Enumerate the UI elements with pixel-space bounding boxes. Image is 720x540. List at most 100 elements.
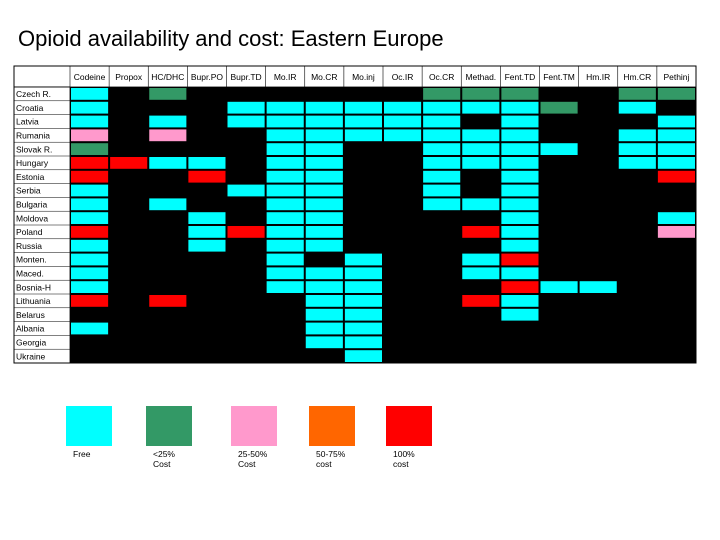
grid-cell [266, 253, 304, 266]
grid-cell [657, 88, 695, 100]
column-header: Hm.IR [586, 72, 610, 82]
legend-swatch [386, 406, 432, 446]
grid-cell [501, 170, 539, 183]
grid-cell [227, 184, 265, 197]
grid-cell [423, 115, 461, 128]
grid-cell [462, 267, 500, 280]
grid-cell [305, 295, 343, 307]
grid-cell [501, 308, 539, 321]
grid-cell [501, 226, 539, 238]
column-header: Fent.TM [543, 72, 575, 82]
grid-cell [266, 239, 304, 252]
row-label: Slovak R. [16, 144, 52, 154]
grid-cell [540, 281, 578, 293]
grid-cell [305, 336, 343, 349]
row-label: Lithuania [16, 296, 51, 306]
grid-cell [501, 88, 539, 100]
grid-cell [618, 88, 656, 100]
legend-swatch [66, 406, 112, 446]
grid-cell [618, 101, 656, 114]
grid-cell [266, 226, 304, 238]
grid-cell [657, 170, 695, 183]
grid-cell [423, 129, 461, 142]
grid-cell [344, 129, 382, 142]
grid-cell [305, 157, 343, 169]
grid-cell [110, 157, 148, 169]
grid-cell [501, 253, 539, 266]
grid-cell [149, 295, 187, 307]
grid-cell [71, 115, 109, 128]
grid-cell [71, 212, 109, 224]
grid-cell [266, 157, 304, 169]
grid-cell [266, 267, 304, 280]
grid-cell [266, 115, 304, 128]
grid-cell [501, 184, 539, 197]
grid-cell [423, 184, 461, 197]
row-label: Albania [16, 324, 45, 334]
grid-cell [305, 322, 343, 335]
grid-cell [71, 157, 109, 169]
grid-cell [266, 212, 304, 224]
grid-cell [423, 88, 461, 100]
legend-label: Free [73, 449, 91, 459]
grid-cell [657, 129, 695, 142]
grid-cell [149, 129, 187, 142]
grid-cell [188, 226, 226, 238]
grid-cell [344, 308, 382, 321]
grid-cell [188, 157, 226, 169]
grid-cell [423, 157, 461, 169]
column-header: Pethinj [663, 72, 689, 82]
row-label: Croatia [16, 103, 44, 113]
column-header: HC/DHC [151, 72, 184, 82]
grid-cell [618, 157, 656, 169]
grid-cell [501, 157, 539, 169]
row-label: Latvia [16, 117, 39, 127]
grid-cell [305, 226, 343, 238]
grid-cell [305, 281, 343, 293]
row-label: Moldova [16, 213, 48, 223]
column-header: Mo.CR [311, 72, 337, 82]
grid-cell [305, 239, 343, 252]
grid-cell [266, 143, 304, 155]
grid-cell [462, 226, 500, 238]
grid-cell [618, 143, 656, 155]
grid-cell [501, 101, 539, 114]
grid-cell [227, 115, 265, 128]
column-header: Hm.CR [623, 72, 651, 82]
grid-cell [344, 295, 382, 307]
grid-cell [188, 239, 226, 252]
grid-cell [71, 267, 109, 280]
grid-cell [501, 143, 539, 155]
grid-cell [71, 239, 109, 252]
grid-cell [344, 281, 382, 293]
grid-cell [657, 143, 695, 155]
grid-cell [266, 281, 304, 293]
row-label: Rumania [16, 131, 50, 141]
row-label: Georgia [16, 338, 47, 348]
row-label: Ukraine [16, 351, 46, 361]
row-label: Russia [16, 241, 42, 251]
grid-cell [384, 101, 422, 114]
grid-cell [227, 226, 265, 238]
legend-swatch [146, 406, 192, 446]
row-label: Estonia [16, 172, 45, 182]
grid-cell [501, 198, 539, 211]
grid-cell [71, 295, 109, 307]
grid-cell [305, 170, 343, 183]
grid-cell [71, 253, 109, 266]
row-label: Czech R. [16, 89, 51, 99]
grid-cell [423, 198, 461, 211]
grid-cell [462, 198, 500, 211]
grid-cell [71, 88, 109, 100]
grid-cell [305, 212, 343, 224]
grid-cell [266, 170, 304, 183]
grid-cell [423, 170, 461, 183]
grid-cell [305, 308, 343, 321]
grid-cell [71, 198, 109, 211]
grid-cell [579, 281, 617, 293]
column-header: Propox [115, 72, 143, 82]
grid-cell [657, 157, 695, 169]
grid-cell [384, 129, 422, 142]
